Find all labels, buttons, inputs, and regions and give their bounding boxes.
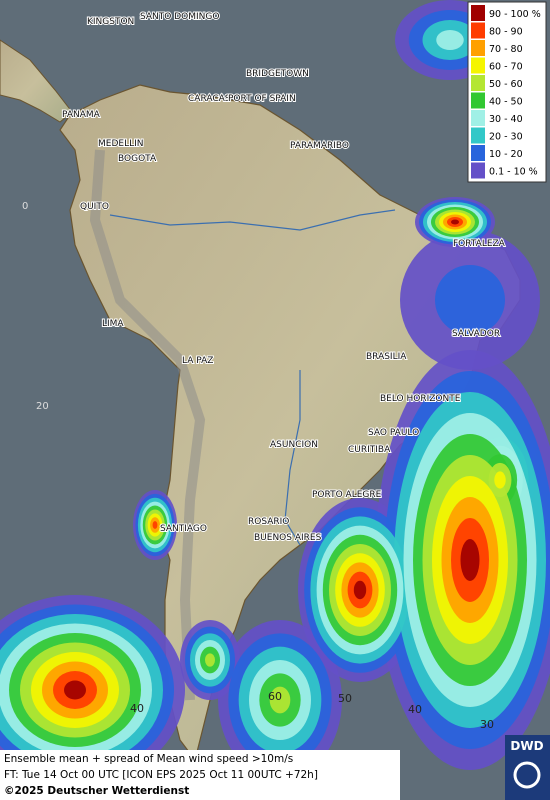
wind-contour [435, 265, 505, 335]
city-label: SANTO DOMINGO [140, 12, 219, 22]
legend-swatch [471, 75, 485, 91]
legend-swatch [471, 162, 485, 179]
legend-swatch [471, 5, 485, 21]
city-label: BELO HORIZONTE [380, 394, 461, 404]
city-label: PARAMARIBO [290, 141, 349, 151]
legend-swatch [471, 110, 485, 126]
parana-river [284, 370, 301, 546]
contour-label: 30 [480, 718, 494, 731]
city-label: CARACAS [188, 94, 231, 104]
wind-contour [64, 680, 86, 700]
wind-contour [152, 521, 158, 529]
city-label: BUENOS AIRES [254, 533, 322, 543]
city-label: SAO PAULO [368, 428, 419, 438]
city-label: BRASILIA [366, 352, 407, 362]
labels: KINGSTON SANTO DOMINGOBRIDGETOWNCARACASPO… [22, 11, 507, 731]
city-label: BOGOTA [118, 154, 157, 164]
logo-text: DWD [510, 739, 543, 753]
logo-swirl [513, 761, 541, 789]
wind-contour [494, 471, 506, 489]
amazon-river [109, 209, 396, 231]
legend-swatch [471, 40, 485, 56]
contour-label: 50 [338, 692, 352, 705]
logo-box [505, 735, 550, 800]
wind-contour [460, 539, 480, 581]
wind-contour [353, 580, 367, 600]
contour-label: 40 [130, 702, 144, 715]
city-label: BRIDGETOWN [246, 69, 309, 79]
city-label: FORTALEZA [453, 239, 506, 249]
city-label: ASUNCION [270, 440, 318, 450]
footer-forecast-time: FT: Tue 14 Oct 00 UTC [ICON EPS 2025 Oct… [4, 769, 318, 781]
footer-box [0, 750, 400, 800]
contour-label: 40 [408, 703, 422, 716]
central-america [0, 39, 73, 123]
continent [59, 84, 521, 762]
wind-contour [436, 30, 464, 50]
city-label: CURITIBA [348, 445, 391, 455]
wind-contour [451, 219, 459, 225]
legend-label: 30 - 40 [489, 114, 523, 125]
legend-label: 40 - 50 [489, 97, 523, 108]
andes [89, 149, 206, 701]
wind-contour [205, 653, 215, 667]
wind-contour [269, 686, 291, 714]
legend: 90 - 100 % 80 - 90 70 - 80 60 - 70 50 - 60 40… [467, 1, 547, 183]
city-label: QUITO [80, 202, 109, 212]
footer-description: Ensemble mean + spread of Mean wind spee… [4, 753, 293, 765]
legend-swatch [471, 145, 485, 161]
latitude-label: 20 [36, 401, 49, 412]
legend-label: 70 - 80 [489, 44, 523, 55]
city-label: ROSARIO [248, 517, 289, 527]
legend-label: 10 - 20 [489, 149, 523, 160]
legend-label: 20 - 30 [489, 132, 523, 143]
contour-label: 60 [268, 690, 282, 703]
city-label: PANAMA [62, 110, 101, 120]
city-label: PORTO ALEGRE [312, 490, 382, 500]
legend-label: 60 - 70 [489, 62, 523, 73]
legend-swatch [471, 22, 485, 39]
legend-swatch [471, 57, 485, 74]
city-label: SANTIAGO [160, 524, 207, 534]
latitude-label: 0 [22, 201, 28, 212]
city-label: KINGSTON [87, 17, 134, 27]
footer-copyright: ©2025 Deutscher Wetterdienst [4, 785, 189, 797]
city-label: LIMA [102, 319, 124, 329]
legend-label: 50 - 60 [489, 79, 523, 90]
city-label: LA PAZ [182, 356, 213, 366]
legend-swatch [471, 92, 485, 109]
legend-label: 80 - 90 [489, 27, 523, 38]
legend-swatch [471, 127, 485, 144]
legend-label: 90 - 100 % [489, 9, 541, 20]
legend-label: 0.1 - 10 % [489, 167, 538, 178]
city-label: PORT OF SPAIN [228, 94, 296, 104]
city-label: MEDELLIN [98, 139, 143, 149]
city-label: SALVADOR [452, 329, 500, 339]
